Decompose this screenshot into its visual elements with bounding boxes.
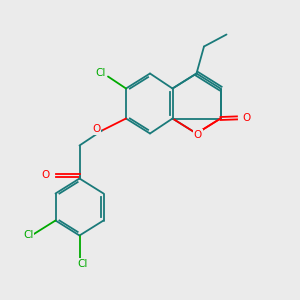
Text: Cl: Cl — [95, 68, 106, 78]
Text: Cl: Cl — [77, 259, 88, 269]
Text: O: O — [92, 124, 101, 134]
Text: Cl: Cl — [23, 230, 34, 241]
Text: O: O — [42, 170, 50, 181]
Text: O: O — [242, 113, 251, 123]
Text: O: O — [194, 130, 202, 140]
